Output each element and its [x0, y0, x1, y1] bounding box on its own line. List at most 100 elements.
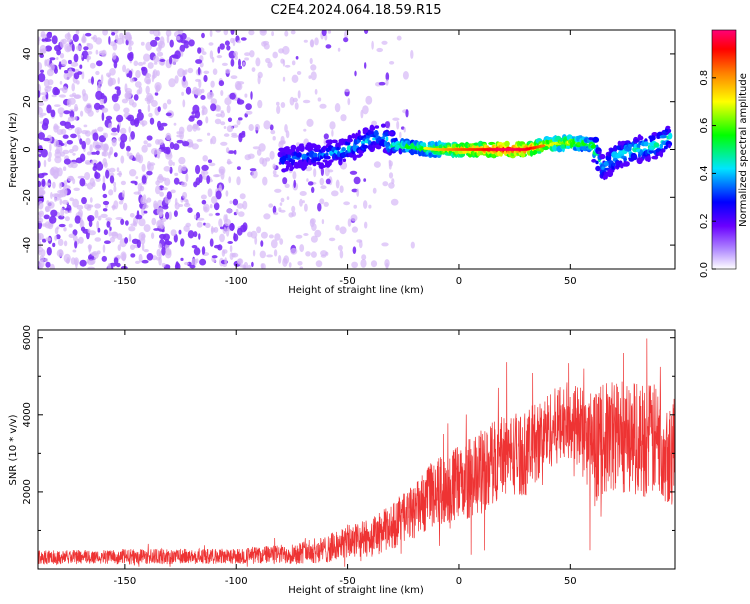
spectrogram-noise-blob [250, 91, 253, 100]
spectrogram-noise-blob [223, 126, 227, 129]
spectrogram-noise-blob [146, 252, 154, 261]
spectrogram-noise-blob [141, 243, 145, 251]
spectrogram-noise-blob [261, 263, 266, 269]
spectrogram-noise-blob [63, 158, 71, 165]
spectrogram-noise-blob [96, 60, 103, 67]
spectrogram-noise-blob [231, 253, 236, 258]
spectrogram-noise-blob [236, 119, 241, 126]
spectrogram-noise-blob [81, 197, 87, 205]
spectrogram-noise-blob [266, 254, 273, 258]
spectrogram-noise-blob [121, 98, 128, 104]
spectrogram-noise-blob [279, 202, 283, 206]
spectrogram-noise-blob [109, 175, 115, 184]
spectrogram-noise-blob [76, 204, 84, 210]
spectrogram-track-blob [342, 158, 347, 162]
spectrogram-noise-blob [152, 69, 158, 79]
spectrogram-noise-blob [226, 125, 234, 133]
spectrogram-noise-blob [388, 159, 391, 164]
spectrogram-noise-blob [242, 200, 248, 210]
spectrogram-track-blob [533, 149, 538, 155]
spectrogram-noise-blob [273, 212, 279, 216]
spectrogram-noise-blob [343, 37, 349, 43]
spectrogram-noise-blob [229, 92, 236, 100]
spectrogram-noise-blob [173, 122, 177, 126]
spectrogram-noise-blob [73, 53, 79, 63]
spectrogram-noise-blob [135, 70, 141, 79]
spectrogram-noise-blob [111, 32, 116, 36]
spectrogram-noise-blob [201, 199, 207, 205]
spectrogram-track-blob [660, 148, 666, 153]
spectrogram-noise-blob [136, 239, 141, 248]
spectrogram-noise-blob [233, 149, 237, 155]
spectrogram-noise-blob [81, 35, 87, 44]
spectrogram-noise-blob [244, 52, 251, 56]
spectrogram-noise-blob [269, 150, 275, 160]
spectrogram-noise-blob [196, 127, 201, 131]
spectrogram-noise-blob [225, 190, 229, 197]
spectrogram-noise-blob [256, 226, 262, 234]
spectrogram-noise-blob [45, 85, 53, 89]
spectrogram-noise-blob [340, 114, 347, 122]
spectrogram-noise-blob [185, 199, 189, 206]
spectrogram-noise-blob [54, 235, 58, 241]
spectrogram-noise-blob [125, 145, 131, 152]
spectrogram-noise-blob [126, 150, 130, 157]
spectrogram-noise-blob [384, 121, 390, 129]
spectrogram-noise-blob [157, 139, 164, 146]
spectrogram-noise-blob [290, 247, 298, 255]
snr-y-tick-label: 2000 [22, 479, 33, 504]
spectrogram-noise-blob [129, 169, 137, 177]
spectrogram-noise-blob [327, 30, 332, 34]
spectrogram-noise-blob [239, 193, 246, 200]
spectrogram-noise-blob [302, 99, 311, 104]
spectrogram-noise-blob [188, 116, 195, 122]
spectrogram-noise-blob [47, 157, 52, 162]
spectrogram-noise-blob [87, 244, 93, 250]
spectrogram-noise-blob [40, 92, 48, 96]
spectrogram-noise-blob [219, 43, 225, 50]
spectrogram-noise-blob [215, 113, 223, 117]
spectrogram-noise-blob [145, 73, 150, 77]
spectrogram-noise-blob [201, 164, 209, 171]
spectrogram-noise-blob [213, 202, 220, 211]
spectrogram-noise-blob [292, 171, 297, 180]
spectrogram-noise-blob [67, 31, 71, 39]
spectrogram-noise-blob [106, 221, 111, 228]
spectrogram-noise-blob [45, 237, 52, 242]
spectrogram-noise-blob [257, 75, 261, 85]
spectrogram-noise-blob [120, 127, 127, 135]
spectrogram-noise-blob [317, 97, 322, 102]
spectrogram-noise-blob [105, 169, 110, 179]
spectrogram-noise-blob [351, 261, 358, 268]
spectrogram-noise-blob [272, 136, 276, 141]
spectrogram-track-blob [591, 144, 596, 149]
spectrogram-noise-blob [242, 61, 245, 66]
spectrogram-noise-blob [200, 194, 207, 200]
spectrogram-noise-blob [250, 230, 258, 239]
spectrogram-noise-blob [90, 151, 98, 155]
spectrogram-noise-blob [106, 72, 112, 78]
spectrogram-noise-blob [202, 155, 208, 162]
colorbar-tick-label: 0.0 [699, 262, 710, 278]
spectrogram-noise-blob [279, 209, 286, 213]
spectrogram-track-blob [649, 135, 656, 141]
spectrogram-track-blob [360, 140, 366, 145]
spectrogram-noise-blob [147, 163, 154, 172]
spectrogram-noise-blob [109, 236, 115, 243]
spectrogram-noise-blob [143, 140, 148, 145]
spectrogram-noise-blob [220, 121, 226, 126]
spectrogram-noise-blob [50, 167, 55, 176]
spectrogram-noise-blob [61, 59, 67, 67]
spectrogram-track-blob [634, 139, 640, 143]
spectrogram-noise-blob [138, 218, 146, 227]
spectrogram-noise-blob [63, 110, 71, 115]
spectrogram-noise-blob [107, 80, 113, 87]
spectrogram-noise-blob [165, 243, 170, 251]
spectrogram-noise-blob [258, 143, 266, 152]
spectrogram-noise-blob [47, 201, 55, 209]
spectrogram-noise-blob [191, 111, 195, 115]
spectrogram-noise-blob [76, 80, 80, 85]
spectrogram-noise-blob [320, 185, 327, 190]
spectrogram-noise-blob [314, 229, 322, 238]
spectrogram-noise-blob [45, 261, 51, 268]
